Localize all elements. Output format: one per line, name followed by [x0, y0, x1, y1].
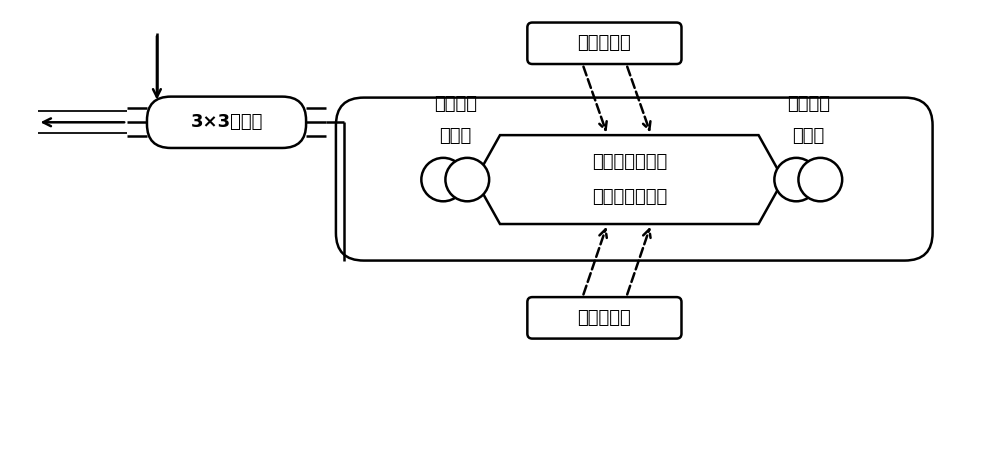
Circle shape — [421, 158, 465, 201]
Text: 3×3耦合器: 3×3耦合器 — [190, 113, 263, 131]
FancyBboxPatch shape — [147, 97, 306, 148]
Text: 赫增德尔调制器: 赫增德尔调制器 — [592, 189, 667, 207]
Circle shape — [774, 158, 818, 201]
Text: 控制器: 控制器 — [439, 127, 471, 145]
Circle shape — [798, 158, 842, 201]
Text: 第一功分器: 第一功分器 — [578, 34, 631, 52]
FancyBboxPatch shape — [527, 23, 681, 64]
FancyBboxPatch shape — [527, 297, 681, 339]
Text: 第二功分器: 第二功分器 — [578, 309, 631, 327]
Text: 第二偏振: 第二偏振 — [787, 95, 830, 112]
Text: 控制器: 控制器 — [792, 127, 824, 145]
Circle shape — [445, 158, 489, 201]
Text: 第一偏振: 第一偏振 — [434, 95, 477, 112]
Polygon shape — [475, 135, 783, 224]
FancyBboxPatch shape — [336, 97, 933, 261]
Text: 双偏振双驱动马: 双偏振双驱动马 — [592, 153, 667, 171]
